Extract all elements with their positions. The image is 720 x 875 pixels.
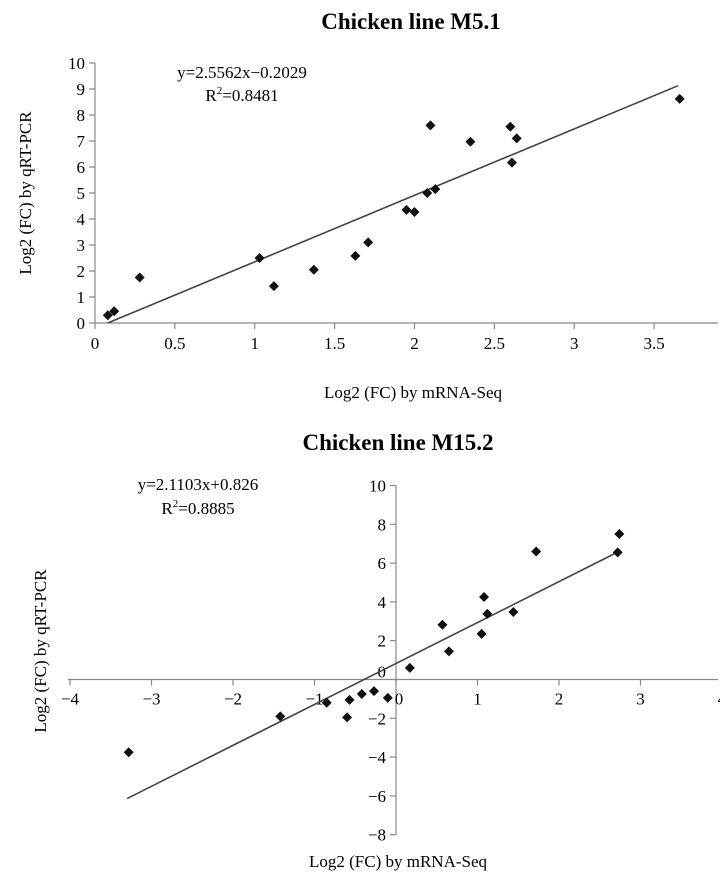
chart2-x-tick-label: 2 bbox=[555, 690, 564, 709]
chart1-x-tick-label: 0.5 bbox=[164, 334, 185, 353]
chart2-y-tick-label: 0 bbox=[378, 663, 387, 682]
chart1-y-tick-label: 10 bbox=[68, 54, 85, 73]
chart2-x-tick-label: −2 bbox=[224, 690, 242, 709]
chart1-data-point bbox=[505, 121, 516, 132]
chart1-y-tick-label: 4 bbox=[77, 210, 86, 229]
chart2-y-tick-label: −8 bbox=[368, 826, 386, 845]
chart1-plot-area: 0 0.5 1 1.5 2 2.5 3 3.5 0 1 2 3 4 5 6 7 8 9 10 bbox=[68, 54, 718, 353]
chart1-data-point bbox=[401, 204, 412, 215]
chart1-r-squared: R2=0.8481 bbox=[205, 85, 278, 105]
chart2-data-point bbox=[437, 619, 448, 630]
chart1-x-tick-label: 2 bbox=[410, 334, 419, 353]
chart2-x-tick-label: 1 bbox=[473, 690, 482, 709]
chart2-x-axis-label: Log2 (FC) by mRNA-Seq bbox=[309, 852, 488, 871]
chart2-x-tick-label: −4 bbox=[61, 690, 80, 709]
chart2-trendline bbox=[126, 550, 621, 800]
chart1-y-tick-label: 8 bbox=[77, 106, 86, 125]
chart1-data-point bbox=[430, 184, 441, 195]
chart2-data-point bbox=[123, 747, 134, 758]
chart2-y-tick-label: −2 bbox=[368, 709, 386, 728]
chart1-y-tick-label: 9 bbox=[77, 80, 86, 99]
chart1-data-point bbox=[134, 272, 145, 283]
chart1-x-tick-label: 0 bbox=[91, 334, 100, 353]
chart1-equation: y=2.5562x−0.2029 bbox=[177, 63, 307, 82]
chart1-data-point bbox=[308, 264, 319, 275]
chart2-data-point bbox=[321, 697, 332, 708]
chart2-data-point bbox=[482, 608, 493, 619]
chart1-title: Chicken line M5.1 bbox=[321, 9, 501, 34]
chart2-data-point bbox=[404, 662, 415, 673]
chart2-y-tick-label: −6 bbox=[368, 787, 386, 806]
chart1-data-point bbox=[465, 136, 476, 147]
chart1-data-point bbox=[254, 253, 265, 263]
chart2-data-point bbox=[344, 694, 355, 705]
chart2-data-point bbox=[612, 547, 623, 558]
chart1-data-point bbox=[511, 133, 522, 144]
chart2-y-tick-label: 2 bbox=[378, 632, 387, 651]
chart2-y-tick-label: 6 bbox=[378, 554, 387, 573]
chart2-data-point bbox=[443, 646, 454, 657]
chart2-y-axis-label: Log2 (FC) by qRT-PCR bbox=[31, 569, 50, 733]
chart1-data-point bbox=[422, 188, 433, 198]
chart2-x-tick-label: −1 bbox=[305, 690, 323, 709]
chart1-x-tick-label: 2.5 bbox=[484, 334, 505, 353]
chart2-data-point bbox=[382, 692, 393, 703]
chart2-r-squared: R2=0.8885 bbox=[161, 498, 234, 518]
chart2-y-tick-label: 8 bbox=[378, 515, 387, 534]
chart1-y-tick-label: 6 bbox=[77, 158, 86, 177]
chart1-y-tick-label: 1 bbox=[77, 288, 86, 307]
chart1-x-tick-label: 1.5 bbox=[324, 334, 345, 353]
chart2-data-point bbox=[476, 628, 487, 639]
chart2-data-point bbox=[342, 712, 353, 723]
chart2-x-tick-label: 3 bbox=[636, 690, 645, 709]
chart2-title: Chicken line M15.2 bbox=[302, 430, 493, 455]
chart2-data-point bbox=[531, 546, 542, 557]
chart2-x-tick-label: −3 bbox=[142, 690, 160, 709]
chart2-data-point bbox=[508, 606, 519, 617]
chart2-x-tick-label: 0 bbox=[395, 690, 404, 709]
chart1-y-tick-label: 7 bbox=[77, 132, 86, 151]
chart2-data-point bbox=[356, 689, 367, 700]
chart2-data-point bbox=[368, 686, 379, 697]
chart2-y-tick-label: 10 bbox=[369, 477, 386, 496]
chart1-data-point bbox=[409, 206, 420, 217]
chart1-data-point bbox=[506, 157, 517, 168]
chart2-x-tick-label: 4 bbox=[718, 690, 720, 709]
chart1-y-tick-label: 2 bbox=[77, 262, 86, 281]
chart1-y-tick-label: 5 bbox=[77, 184, 86, 203]
chart1-x-tick-label: 3.5 bbox=[643, 334, 664, 353]
chart1-x-tick-label: 1 bbox=[250, 334, 259, 353]
chart1-data-point bbox=[109, 306, 120, 317]
chart1-y-axis-label: Log2 (FC) by qRT-PCR bbox=[16, 111, 35, 275]
chart1-data-point bbox=[350, 250, 361, 261]
chart2-y-tick-label: −4 bbox=[368, 748, 387, 767]
chart2-data-point bbox=[614, 529, 625, 539]
chart2-y-tick-label: 4 bbox=[378, 593, 387, 612]
chart1-x-tick-label: 3 bbox=[570, 334, 579, 353]
chart2-equation: y=2.1103x+0.826 bbox=[138, 475, 259, 494]
chart2-data-point bbox=[275, 711, 286, 722]
chart1-trendline bbox=[107, 84, 679, 324]
chart1-data-point bbox=[674, 93, 685, 104]
chart1-data-point bbox=[268, 281, 279, 292]
chart1-y-tick-label: 3 bbox=[77, 236, 86, 255]
chart1-y-tick-label: 0 bbox=[77, 314, 86, 333]
chart1-data-point bbox=[363, 237, 374, 248]
chart2-plot-area: −4 −3 −2 −1 0 1 2 3 4 −8 −6 −4 −2 0 2 4 6 8 10 bbox=[61, 477, 720, 845]
chart1-data-point bbox=[425, 120, 436, 131]
chart1-data-point bbox=[102, 310, 113, 321]
chart2-data-point bbox=[479, 592, 490, 603]
chart1-x-axis-label: Log2 (FC) by mRNA-Seq bbox=[324, 383, 503, 402]
